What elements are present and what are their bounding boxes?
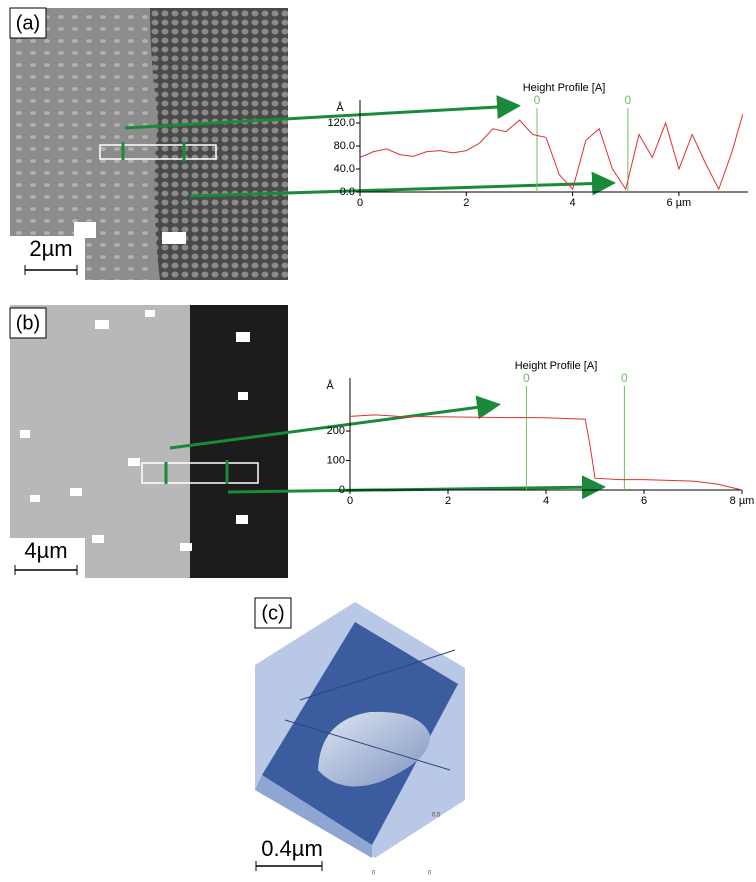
x-tick-label: 0 <box>357 197 363 209</box>
y-tick-label: 200 <box>327 425 345 437</box>
label-box <box>9 7 47 39</box>
profile-line <box>359 114 744 191</box>
y-tick-label: 0 <box>339 484 345 496</box>
profile-line <box>349 414 743 491</box>
y-tick-label: 120.0 <box>327 117 355 129</box>
cursor-label: 0 <box>621 371 628 385</box>
y-tick-label: 40.0 <box>334 163 355 175</box>
x-tick-label: 2 <box>445 495 451 507</box>
chart-title: Height Profile [A] <box>515 360 598 372</box>
y-tick-label: 80.0 <box>334 140 355 152</box>
x-tick-label: 0 <box>347 495 353 507</box>
panel-label: (a) <box>16 12 40 34</box>
cursor-label: 0 <box>523 371 530 385</box>
x-tick-label: 8 µm <box>730 495 755 507</box>
cursor-label: 0 <box>625 93 632 107</box>
afm-3d-c <box>255 602 465 871</box>
y-axis-label: Å <box>326 379 334 392</box>
afm-image-b <box>10 305 288 578</box>
axis-label: 0.5 <box>432 813 441 819</box>
chart-title: Height Profile [A] <box>523 82 606 94</box>
panel-label: (c) <box>261 602 284 624</box>
y-tick-label: 0.0 <box>340 186 355 198</box>
y-tick-label: 100 <box>327 454 345 466</box>
panel-label: (b) <box>16 312 40 334</box>
x-tick-label: 4 <box>543 495 549 507</box>
axis-label: 0 <box>428 871 432 877</box>
scale-bar-label: 2µm <box>29 236 72 261</box>
scale-bar-label: 4µm <box>24 538 67 563</box>
x-tick-label: 6 <box>641 495 647 507</box>
y-axis-label: Å <box>336 101 344 114</box>
cursor-label: 0 <box>534 93 541 107</box>
axis-label: 0 <box>372 871 376 877</box>
label-box <box>9 307 47 339</box>
x-tick-label: 4 <box>570 197 576 209</box>
x-tick-label: 6 µm <box>667 197 692 209</box>
x-tick-label: 2 <box>463 197 469 209</box>
label-box <box>254 597 292 629</box>
scale-bar-label: 0.4µm <box>261 836 323 861</box>
afm-image-a <box>10 8 288 280</box>
